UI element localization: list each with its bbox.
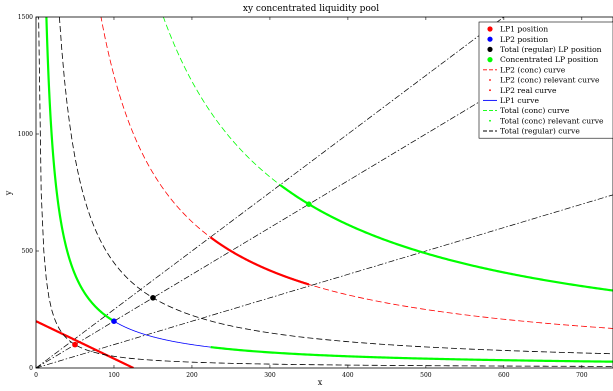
plot-frame (35, 16, 613, 369)
y-tick-label: 0 (29, 365, 33, 372)
y-tick-label: 500 (22, 248, 34, 255)
legend-marker-3 (487, 46, 493, 53)
data-point-3-1 (150, 295, 156, 301)
legend-label-6: LP2 (conc) relevant curve (500, 76, 600, 85)
x-tick-label: 700 (576, 372, 588, 379)
x-tick-label: 300 (264, 372, 276, 379)
series-line-7 (58, 17, 613, 355)
series-line-2 (210, 236, 310, 286)
legend-marker-1 (487, 26, 493, 32)
x-tick-label: 100 (108, 372, 120, 379)
data-point-2-1 (111, 318, 117, 325)
legend-label-9: Total (conc) curve (500, 106, 570, 115)
plot-area (36, 17, 613, 368)
x-tick-label: 0 (34, 372, 38, 379)
legend-marker-6 (489, 79, 491, 81)
legend-label-8: LP1 curve (500, 96, 539, 105)
x-tick-label: 600 (498, 372, 510, 379)
legend-label-4: Concentrated LP position (500, 55, 598, 64)
series-line-6-part-3 (210, 346, 613, 363)
reference-line-3 (36, 194, 613, 368)
series-line-4 (113, 320, 211, 348)
legend-label-2: LP2 position (500, 35, 548, 44)
y-axis-label: y (4, 190, 13, 196)
x-tick-label: 400 (342, 372, 354, 379)
legend-marker-2 (487, 36, 493, 42)
x-tick-label: 500 (420, 372, 432, 379)
axes: 0 100 200 300 400 500 600 700 0 500 1000 1500 (18, 14, 588, 379)
data-point-1-1 (72, 341, 78, 348)
legend-label-3: Total (regular) LP position (500, 45, 602, 54)
y-tick-label: 1500 (18, 14, 33, 21)
series-line-6 (279, 183, 613, 292)
legend-label-10: Total (conc) relevant curve (500, 116, 604, 125)
x-axis-label: x (318, 378, 323, 387)
series-line-1 (100, 17, 613, 329)
legend-box (478, 21, 613, 139)
data-point-4-1 (306, 201, 312, 207)
series-line-6-part-2 (45, 17, 115, 323)
legend-label-11: Total (regular) curve (500, 127, 580, 136)
legend-marker-4 (487, 57, 493, 63)
legend-marker-10 (489, 119, 491, 122)
legend-marker-7 (489, 89, 491, 92)
x-tick-label: 200 (186, 372, 198, 379)
chart-title: xy concentrated liquidity pool (243, 4, 379, 14)
legend-label-5: LP2 (conc) curve (500, 65, 566, 74)
legend-label-7: LP2 real curve (500, 86, 557, 95)
reference-line-1 (36, 17, 505, 368)
series-line-7-part-2 (38, 17, 613, 367)
y-tick-label: 1000 (18, 131, 33, 138)
legend-label-1: LP1 position (500, 25, 548, 34)
series-line-3 (36, 320, 134, 368)
